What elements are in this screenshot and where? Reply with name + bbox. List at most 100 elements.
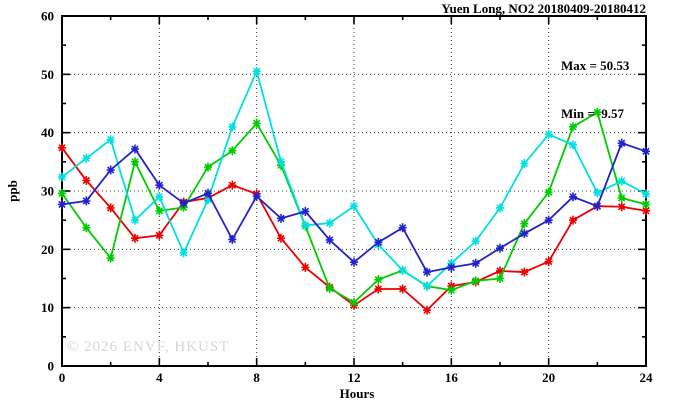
x-tick-labels: 0 4 8 12 16 20 24 bbox=[59, 370, 653, 385]
marker-blue bbox=[496, 244, 504, 252]
series-blue bbox=[58, 138, 650, 277]
marker-blue bbox=[472, 259, 480, 267]
marker-green bbox=[82, 224, 90, 232]
marker-blue bbox=[204, 189, 212, 197]
marker-cyan bbox=[399, 266, 407, 274]
marker-cyan bbox=[301, 221, 309, 230]
marker-green bbox=[58, 189, 66, 197]
marker-blue bbox=[350, 258, 358, 266]
marker-cyan bbox=[569, 141, 577, 149]
marker-green bbox=[447, 286, 455, 294]
marker-cyan bbox=[496, 204, 504, 212]
x-tick-label: 16 bbox=[445, 370, 459, 385]
marker-green bbox=[350, 298, 358, 307]
x-tick-label: 0 bbox=[59, 370, 66, 385]
marker-red bbox=[301, 263, 309, 272]
marker-red bbox=[228, 181, 236, 189]
series-line-cyan bbox=[61, 68, 647, 288]
marker-blue bbox=[82, 197, 90, 205]
marker-cyan bbox=[82, 154, 90, 162]
marker-blue bbox=[301, 207, 309, 216]
marker-blue bbox=[58, 200, 66, 209]
axis-ticks bbox=[61, 15, 647, 367]
marker-green bbox=[228, 147, 236, 155]
chart-title: Yuen Long, NO2 20180409-20180412 bbox=[441, 1, 646, 16]
marker-blue bbox=[228, 235, 236, 244]
marker-red bbox=[545, 257, 553, 266]
marker-green bbox=[520, 220, 528, 228]
x-tick-label: 8 bbox=[253, 370, 260, 385]
marker-blue bbox=[642, 147, 650, 155]
y-axis-label: ppb bbox=[4, 180, 20, 202]
marker-blue bbox=[447, 263, 455, 272]
marker-green bbox=[496, 274, 504, 283]
marker-cyan bbox=[593, 189, 601, 197]
marker-cyan bbox=[253, 67, 261, 75]
marker-cyan bbox=[107, 136, 115, 144]
marker-blue bbox=[107, 166, 115, 174]
marker-cyan bbox=[180, 249, 188, 257]
marker-green bbox=[593, 108, 601, 116]
marker-blue bbox=[593, 202, 601, 210]
marker-green bbox=[204, 163, 212, 171]
y-tick-labels: 0 10 20 30 40 50 60 bbox=[41, 9, 54, 374]
y-tick-label: 0 bbox=[48, 359, 55, 374]
max-min-annotation: Max = 50.53 Min = 9.57 bbox=[561, 26, 629, 154]
marker-blue bbox=[569, 193, 577, 201]
marker-cyan bbox=[618, 177, 626, 185]
marker-green bbox=[374, 276, 382, 284]
marker-red bbox=[423, 306, 431, 314]
x-tick-label: 24 bbox=[640, 370, 654, 385]
marker-green bbox=[642, 200, 650, 209]
marker-cyan bbox=[545, 130, 553, 139]
y-tick-label: 40 bbox=[41, 125, 54, 140]
marker-cyan bbox=[131, 216, 139, 224]
marker-blue bbox=[423, 268, 431, 276]
marker-red bbox=[155, 231, 163, 239]
marker-blue bbox=[520, 229, 528, 238]
marker-red bbox=[82, 176, 90, 185]
marker-red bbox=[399, 285, 407, 293]
marker-blue bbox=[155, 181, 163, 189]
marker-green bbox=[326, 284, 334, 293]
marker-red bbox=[374, 285, 382, 293]
x-tick-label: 12 bbox=[348, 370, 361, 385]
marker-cyan bbox=[642, 190, 650, 198]
x-tick-label: 4 bbox=[156, 370, 163, 385]
max-value-label: Max = 50.53 bbox=[561, 58, 630, 73]
marker-red bbox=[107, 204, 115, 212]
min-value-label: Min = 9.57 bbox=[561, 106, 625, 121]
marker-cyan bbox=[155, 193, 163, 201]
marker-cyan bbox=[58, 173, 66, 181]
y-tick-label: 20 bbox=[41, 242, 54, 257]
marker-blue bbox=[326, 236, 334, 244]
marker-cyan bbox=[520, 159, 528, 168]
marker-green bbox=[569, 123, 577, 131]
marker-blue bbox=[131, 145, 139, 153]
marker-red bbox=[569, 216, 577, 224]
marker-blue bbox=[618, 139, 626, 147]
y-tick-label: 60 bbox=[41, 9, 54, 24]
marker-blue bbox=[399, 224, 407, 232]
marker-red bbox=[58, 144, 66, 152]
marker-cyan bbox=[350, 202, 358, 210]
marker-cyan bbox=[423, 282, 431, 290]
marker-red bbox=[642, 207, 650, 215]
marker-red bbox=[131, 234, 139, 242]
marker-blue bbox=[277, 214, 285, 223]
marker-green bbox=[107, 254, 115, 262]
marker-green bbox=[253, 119, 261, 127]
marker-blue bbox=[180, 199, 188, 207]
marker-red bbox=[520, 268, 528, 276]
marker-cyan bbox=[472, 237, 480, 245]
marker-blue bbox=[545, 216, 553, 224]
marker-cyan bbox=[228, 123, 236, 131]
y-tick-label: 30 bbox=[41, 184, 54, 199]
marker-red bbox=[277, 234, 285, 242]
y-tick-label: 10 bbox=[41, 300, 54, 315]
marker-red bbox=[496, 267, 504, 275]
marker-green bbox=[472, 277, 480, 285]
marker-blue bbox=[374, 238, 382, 246]
